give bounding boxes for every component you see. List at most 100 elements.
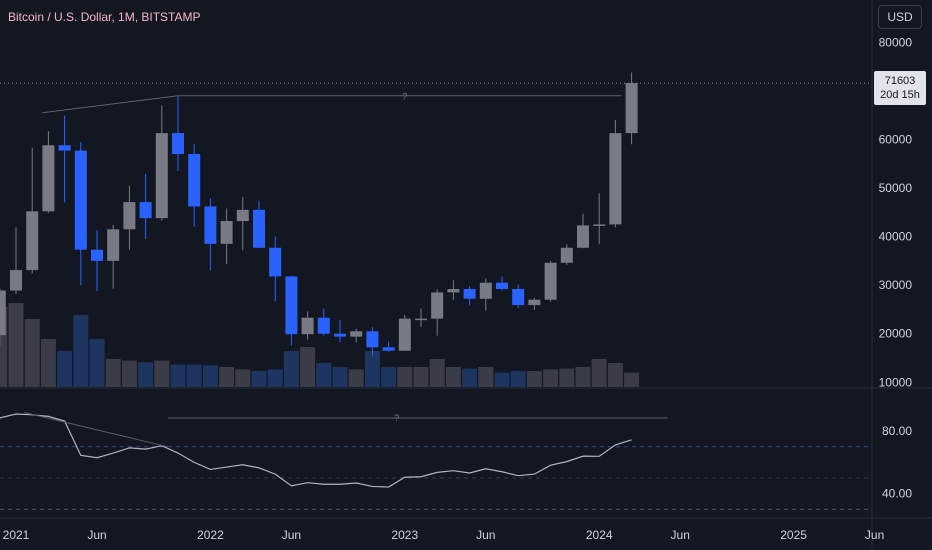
candle-body [188, 154, 201, 207]
candle-body [0, 290, 6, 336]
volume-bar [73, 315, 89, 387]
currency-button[interactable]: USD [878, 5, 922, 29]
price-tick-label: 30000 [879, 278, 913, 292]
candle-body [74, 150, 87, 250]
time-tick-label: 2023 [391, 528, 418, 542]
volume-bar [478, 367, 494, 387]
candle-body [625, 83, 638, 134]
annotation-label: ? [402, 92, 407, 102]
candle-body [91, 249, 103, 261]
candle-body [415, 318, 427, 321]
volume-bar [8, 303, 24, 387]
volume-bar [607, 363, 623, 387]
time-tick-label: Jun [476, 528, 495, 542]
volume-bar [559, 368, 575, 387]
volume-bar [0, 307, 8, 387]
volume-bar [397, 367, 413, 387]
rsi-tick-label: 80.00 [882, 424, 912, 438]
candle-body [42, 145, 55, 212]
candle-body [577, 225, 589, 248]
candle-body [285, 276, 298, 335]
chart-title: Bitcoin / U.S. Dollar, 1M, BITSTAMP [8, 10, 201, 24]
volume-bar [332, 367, 348, 387]
last-price-label: 71603 20d 15h [874, 71, 926, 105]
time-tick-label: Jun [282, 528, 301, 542]
volume-bar [348, 369, 364, 387]
price-tick-label: 10000 [879, 375, 913, 389]
time-tick-label: 2024 [586, 528, 613, 542]
candle-body [220, 221, 233, 244]
candle-body [366, 331, 379, 348]
volume-bar [235, 369, 251, 387]
volume-bar [429, 359, 445, 387]
volume-bar [526, 371, 542, 387]
bar-countdown: 20d 15h [880, 89, 920, 101]
candle-body [317, 317, 330, 334]
candle-body [236, 209, 249, 222]
price-tick-label: 80000 [879, 35, 913, 49]
candlesticks [0, 72, 638, 356]
candle-body [479, 282, 492, 299]
rsi-trend-line [24, 411, 168, 448]
volume-bar [300, 347, 316, 387]
candle-body [139, 202, 152, 219]
volume-bar [591, 359, 607, 387]
price-tick-label: 20000 [879, 327, 913, 341]
candle-body [496, 282, 508, 290]
candle-body [398, 318, 411, 351]
rsi-line [0, 413, 632, 488]
time-tick-label: 2021 [3, 528, 30, 542]
volume-bar [624, 372, 640, 387]
candle-body [512, 289, 525, 306]
time-tick-label: 2022 [197, 528, 224, 542]
volume-bar [494, 372, 510, 387]
volume-bar [121, 360, 137, 387]
candle-body [609, 133, 622, 225]
volume-bar [543, 369, 559, 387]
volume-bar [24, 319, 40, 387]
candle-body [123, 202, 136, 230]
time-axis: 2021 Jun 2022 Jun 2023 Jun 2024 Jun 2025 Jun [3, 528, 885, 542]
volume-bar [170, 364, 186, 387]
volume-bar [283, 351, 299, 387]
candle-body [560, 247, 573, 263]
candle-body [463, 289, 476, 299]
price-tick-label: 40000 [879, 230, 913, 244]
time-tick-label: 2025 [780, 528, 807, 542]
volume-bars [0, 303, 640, 387]
candle-body [544, 262, 557, 300]
volume-bar [316, 363, 332, 387]
annotations: ?? [24, 92, 668, 448]
time-tick-label: Jun [87, 528, 106, 542]
volume-bar [510, 371, 526, 387]
candle-body [447, 289, 460, 293]
candle-body [593, 224, 606, 226]
time-tick-label: Jun [865, 528, 884, 542]
volume-bar [445, 367, 461, 387]
candle-body [350, 331, 363, 337]
time-tick-label: Jun [671, 528, 690, 542]
candle-body [431, 292, 444, 319]
candle-body [10, 270, 22, 291]
candle-body [155, 133, 168, 219]
last-price-value: 71603 [884, 75, 916, 87]
volume-bar [219, 367, 235, 387]
candle-body [382, 347, 395, 351]
volume-bar [154, 360, 170, 387]
candle-body [172, 133, 184, 154]
volume-bar [575, 367, 591, 387]
volume-bar [186, 364, 202, 387]
volume-bar [202, 365, 218, 387]
volume-bar [251, 371, 267, 387]
price-tick-label: 50000 [879, 181, 913, 195]
candle-body [269, 247, 282, 277]
volume-bar [381, 367, 397, 387]
candle-body [334, 333, 346, 337]
volume-bar [40, 339, 56, 387]
rsi-pane: 80.00 40.00 [0, 413, 912, 510]
trend-line [42, 95, 179, 114]
candle-body [26, 211, 39, 271]
candle-body [253, 209, 265, 248]
